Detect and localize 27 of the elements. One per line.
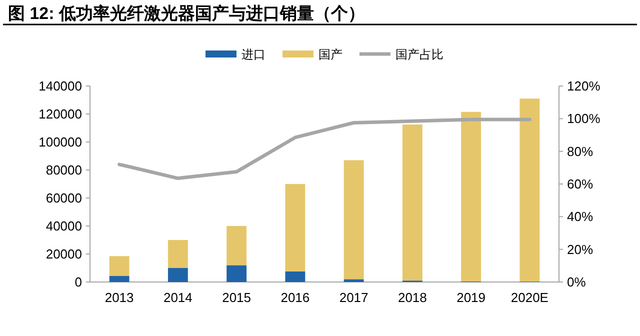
y2-tick-label: 20% bbox=[567, 242, 594, 257]
x-tick-label: 2020E bbox=[510, 290, 549, 305]
y-tick-label: 100000 bbox=[38, 134, 82, 150]
y-tick-label: 20000 bbox=[46, 246, 82, 262]
y2-tick-label: 100% bbox=[567, 111, 601, 126]
y2-tick-label: 40% bbox=[567, 209, 594, 224]
x-tick-label: 2013 bbox=[104, 290, 134, 305]
legend-label: 进口 bbox=[242, 48, 266, 62]
y-tick-label: 40000 bbox=[46, 218, 82, 234]
y-tick-label: 0 bbox=[74, 274, 82, 290]
legend-label: 国产占比 bbox=[396, 48, 444, 62]
x-tick-label: 2019 bbox=[456, 290, 486, 305]
y2-tick-label: 80% bbox=[567, 144, 594, 159]
legend-label: 国产 bbox=[318, 48, 342, 62]
y-tick-label: 60000 bbox=[46, 190, 82, 206]
y2-tick-label: 0% bbox=[567, 274, 586, 290]
y-tick-label: 80000 bbox=[46, 162, 82, 178]
x-tick-label: 2017 bbox=[339, 290, 368, 305]
y2-tick-label: 60% bbox=[567, 176, 594, 192]
y-tick-label: 120000 bbox=[38, 106, 82, 122]
x-tick-label: 2016 bbox=[280, 290, 310, 305]
title: 图 12: 低功率光纤激光器国产与进口销量（个） bbox=[8, 4, 366, 23]
x-tick-label: 2015 bbox=[222, 290, 252, 305]
x-tick-label: 2018 bbox=[398, 290, 427, 305]
y-tick-label: 140000 bbox=[38, 78, 82, 94]
y2-tick-label: 120% bbox=[567, 78, 601, 94]
x-tick-label: 2014 bbox=[163, 290, 192, 305]
